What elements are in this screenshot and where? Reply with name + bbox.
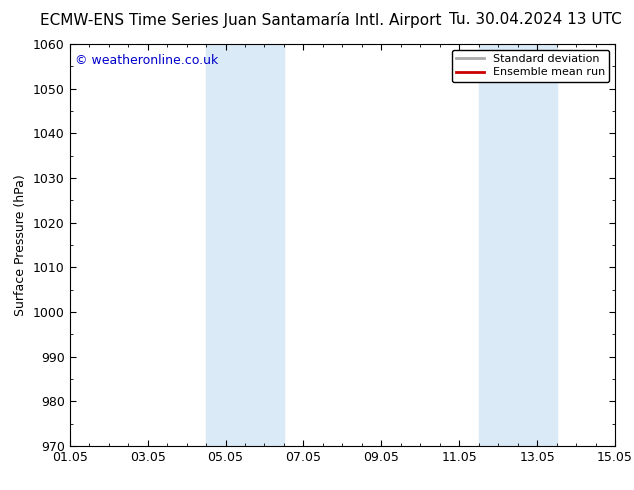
Text: © weatheronline.co.uk: © weatheronline.co.uk xyxy=(75,54,219,67)
Text: ECMW-ENS Time Series Juan Santamaría Intl. Airport: ECMW-ENS Time Series Juan Santamaría Int… xyxy=(40,12,442,28)
Text: Tu. 30.04.2024 13 UTC: Tu. 30.04.2024 13 UTC xyxy=(449,12,621,27)
Bar xyxy=(479,44,557,446)
Legend: Standard deviation, Ensemble mean run: Standard deviation, Ensemble mean run xyxy=(451,49,609,82)
Y-axis label: Surface Pressure (hPa): Surface Pressure (hPa) xyxy=(15,174,27,316)
Bar xyxy=(206,44,284,446)
